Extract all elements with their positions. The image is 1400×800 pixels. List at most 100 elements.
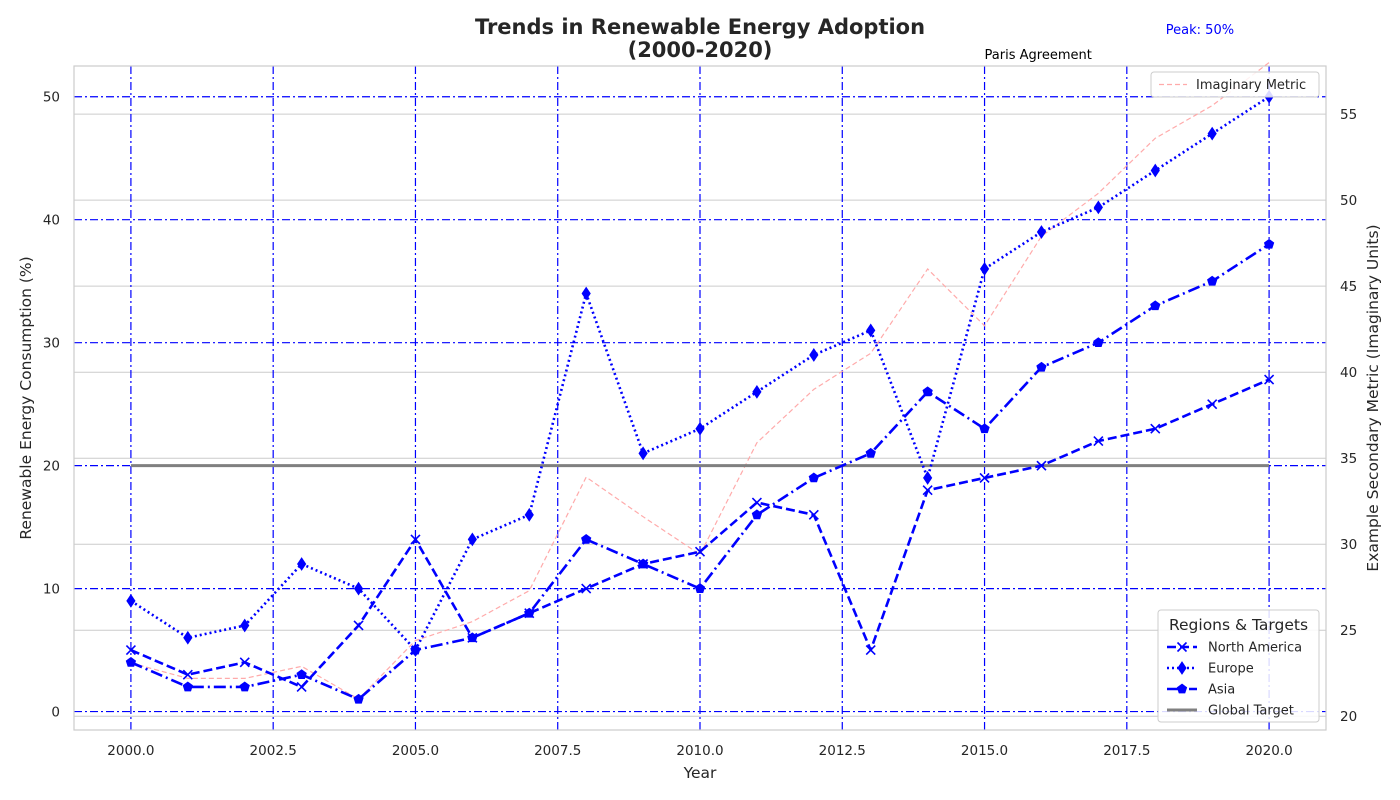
y-tick-label-40: 40 (43, 213, 60, 229)
data-point-europe-2004 (353, 581, 364, 596)
data-point-north-america-2003 (296, 681, 307, 693)
data-point-asia-2013 (865, 447, 876, 458)
data-point-asia-2011 (751, 509, 763, 520)
data-point-europe-2014 (923, 471, 933, 485)
legend-marker-north-america (1176, 641, 1188, 653)
data-point-asia-2002 (239, 681, 250, 692)
secondary-legend: Imaginary Metric (1150, 71, 1320, 98)
chart-title-line1: Trends in Renewable Energy Adoption (475, 15, 925, 39)
data-point-north-america-2004 (353, 620, 364, 631)
legend-label-asia: Asia (1208, 683, 1235, 698)
y-tick-label-10: 10 (43, 582, 60, 598)
data-point-asia-2001 (182, 681, 193, 692)
series-line-asia (130, 243, 1270, 701)
series-line-imaginary-metric (130, 62, 1270, 700)
series-line-europe (130, 95, 1270, 652)
y2-tick-label-20: 20 (1340, 709, 1357, 725)
annotation-paris-agreement: Paris Agreement (985, 48, 1092, 63)
data-point-asia-2006 (467, 632, 478, 643)
legend-title: Regions & Targets (1169, 616, 1308, 634)
data-point-asia-2009 (637, 558, 649, 569)
data-point-asia-2003 (296, 669, 307, 680)
data-point-north-america-2019 (1207, 399, 1218, 410)
data-point-asia-2004 (353, 693, 364, 704)
data-point-north-america-2010 (694, 546, 706, 557)
plot-frame (73, 65, 1327, 731)
data-point-europe-2002 (240, 618, 250, 633)
data-point-europe-2003 (297, 557, 307, 571)
x-tick-label-2012.5: 2012.5 (819, 743, 866, 759)
data-point-north-america-2001 (182, 669, 193, 680)
annotation-peak: Peak: 50% (1166, 23, 1234, 38)
data-point-north-america-2005 (410, 534, 421, 545)
data-point-asia-2008 (581, 533, 592, 544)
y2-tick-label-40: 40 (1340, 365, 1357, 381)
series-points-asia (125, 238, 1275, 704)
y2-tick-label-45: 45 (1340, 279, 1357, 295)
x-tick-label-2017.5: 2017.5 (1103, 743, 1150, 759)
data-point-europe-2011 (752, 384, 762, 399)
x-tick-label-2015.0: 2015.0 (961, 743, 1008, 759)
legend-label-europe: Europe (1208, 662, 1254, 677)
x-tick-label-2005.0: 2005.0 (392, 743, 439, 759)
y2-tick-label-50: 50 (1340, 193, 1357, 209)
data-point-north-america-2013 (865, 645, 876, 656)
data-point-europe-2015 (979, 261, 990, 276)
data-point-north-america-2015 (979, 472, 990, 483)
data-point-north-america-2014 (922, 485, 933, 496)
data-point-asia-2012 (808, 472, 819, 483)
y-tick-label-0: 0 (51, 705, 60, 721)
secondary-legend-label: Imaginary Metric (1196, 78, 1306, 93)
chart-title-line2: (2000-2020) (628, 38, 773, 62)
x-tick-label-2000.0: 2000.0 (107, 743, 154, 759)
x-tick-label-2010.0: 2010.0 (676, 743, 723, 759)
data-point-north-america-2002 (239, 657, 250, 668)
y-axis-label: Renewable Energy Consumption (%) (17, 256, 35, 539)
data-point-north-america-2017 (1093, 435, 1104, 447)
data-point-asia-2015 (979, 423, 990, 434)
y2-tick-label-25: 25 (1340, 623, 1357, 639)
legend: Regions & Targets North America Europe Asia… (1157, 609, 1320, 723)
data-point-asia-2014 (922, 386, 933, 397)
y2-axis-label: Example Secondary Metric (Imaginary Unit… (1364, 224, 1382, 571)
y-tick-label-20: 20 (43, 459, 60, 475)
data-point-asia-2019 (1207, 275, 1218, 286)
data-point-europe-2008 (581, 286, 591, 301)
y2-tick-label-35: 35 (1340, 451, 1357, 467)
plot-area: 2000.0 2002.5 2005.0 2007.5 2010.0 2012.5 2015… (43, 23, 1357, 759)
data-point-europe-2013 (866, 323, 876, 338)
data-point-europe-2000 (126, 593, 136, 608)
data-point-europe-2010 (695, 421, 705, 436)
data-point-asia-2000 (125, 656, 137, 667)
y2-tick-label-55: 55 (1340, 107, 1357, 123)
data-point-asia-2010 (694, 583, 706, 593)
data-point-north-america-2000 (125, 645, 136, 656)
data-point-asia-2005 (410, 644, 421, 655)
legend-label-north-america: North America (1208, 641, 1302, 656)
data-point-europe-2012 (809, 348, 819, 362)
data-point-asia-2020 (1263, 238, 1275, 249)
x-tick-label-2020.0: 2020.0 (1245, 743, 1292, 759)
y-tick-label-50: 50 (43, 90, 60, 106)
legend-box (1157, 609, 1320, 723)
data-point-asia-2018 (1150, 300, 1161, 311)
x-tick-label-2002.5: 2002.5 (250, 743, 297, 759)
y2-tick-label-30: 30 (1340, 537, 1357, 553)
data-point-europe-2017 (1093, 200, 1103, 215)
data-point-asia-2017 (1093, 337, 1104, 348)
data-point-north-america-2016 (1036, 460, 1047, 471)
data-point-europe-2018 (1150, 163, 1160, 178)
data-point-north-america-2012 (808, 509, 819, 520)
secondary-legend-box (1150, 71, 1320, 98)
data-point-asia-2007 (524, 607, 535, 618)
legend-marker-asia (1176, 683, 1188, 694)
legend-label-global-target: Global Target (1208, 704, 1294, 719)
data-point-north-america-2020 (1264, 374, 1275, 385)
data-point-europe-2009 (638, 446, 648, 461)
x-tick-label-2007.5: 2007.5 (534, 743, 581, 759)
y-tick-label-30: 30 (43, 336, 60, 352)
data-point-europe-2006 (467, 532, 477, 547)
data-point-europe-2016 (1036, 225, 1047, 239)
